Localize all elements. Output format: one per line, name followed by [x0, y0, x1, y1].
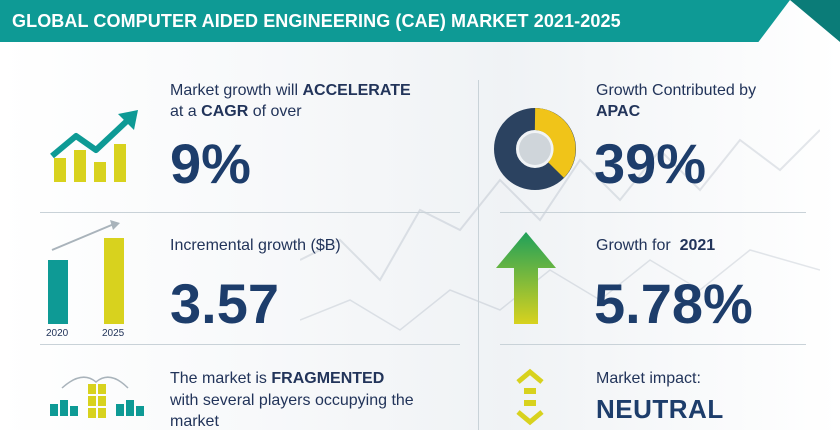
apac-line-2: APAC [596, 103, 641, 120]
background-chart-pattern [300, 129, 820, 331]
row-divider-right-2 [500, 344, 806, 345]
fragmented-line-3: market [170, 413, 219, 430]
players-network-icon [50, 376, 144, 418]
page-title: GLOBAL COMPUTER AIDED ENGINEERING (CAE) … [12, 11, 621, 31]
neutral-arrows-icon [516, 368, 544, 426]
year-start-label: 2020 [46, 328, 69, 338]
growth-chart-icon [50, 110, 138, 182]
incremental-label: Incremental growth ($B) [170, 237, 341, 254]
fragmented-line-1-bold: FRAGMENTED [271, 370, 385, 387]
growth-line-2-prefix: at a [170, 103, 202, 120]
fragmented-line-2: with several players occupying the [170, 392, 414, 409]
column-divider [478, 80, 479, 430]
header-bar [0, 0, 790, 42]
growth-line-2-bold: CAGR [201, 103, 249, 120]
row-divider-right-1 [500, 212, 806, 213]
growth-2021-label-bold: 2021 [679, 237, 716, 254]
growth-line-2-suffix: of over [248, 103, 302, 120]
growth-line-1: Market growth will ACCELERATE [170, 80, 411, 101]
bar-comparison-icon: 2020 2025 [46, 220, 125, 338]
row-divider-left-2 [40, 344, 460, 345]
growth-2021-label-prefix: Growth for [596, 237, 680, 254]
cagr-value: 9% [170, 132, 251, 195]
up-arrow-icon [496, 232, 556, 324]
growth-line-1-prefix: Market growth will [170, 82, 303, 99]
row-divider-left-1 [40, 212, 460, 213]
apac-line-1: Growth Contributed by [596, 82, 757, 99]
impact-value: NEUTRAL [596, 394, 724, 424]
fragmented-line-1-prefix: The market is [170, 370, 272, 387]
growth-line-1-bold: ACCELERATE [302, 82, 411, 99]
growth-2021-value: 5.78% [594, 272, 753, 335]
incremental-value: 3.57 [170, 272, 279, 335]
donut-chart-icon [494, 108, 576, 190]
growth-line-2: at a CAGR of over [170, 101, 302, 122]
impact-label: Market impact: [596, 370, 701, 387]
year-end-label: 2025 [102, 328, 125, 338]
fragmented-line-1: The market is FRAGMENTED [170, 368, 384, 389]
apac-value: 39% [594, 132, 707, 195]
growth-2021-label: Growth for 2021 [596, 235, 715, 256]
